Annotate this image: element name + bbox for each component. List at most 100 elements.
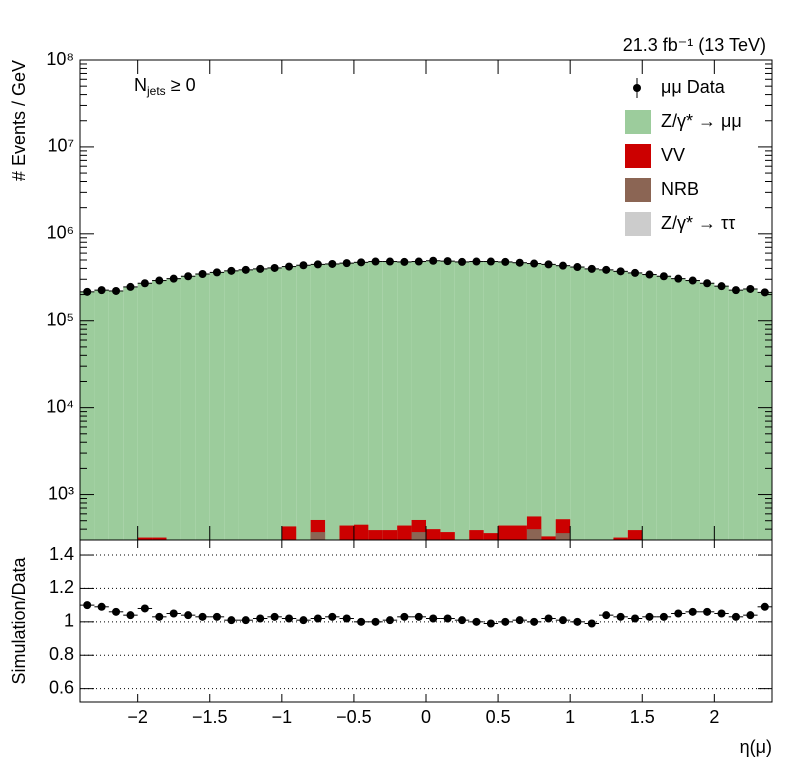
ratio-point [602,611,611,620]
data-point [155,276,164,285]
data-point [112,286,121,295]
ratio-point [645,612,654,621]
data-point [371,257,380,266]
bar [483,261,499,540]
bar [152,537,167,540]
axes: 10³ 10⁴ 10⁵ 10⁶ 10⁷ 10⁸ 0.6 0.8 1 1.2 1.4 −2 −1.5 −1 −… [46,49,773,727]
ratio-point [385,616,394,625]
data-point [616,267,625,276]
annotation: Njets ≥ 0 [134,75,196,98]
annotation-rest: ≥ 0 [166,75,196,95]
data-point [515,258,524,267]
ratio-point [357,617,366,626]
data-point [717,282,726,291]
ratio-point [616,612,625,621]
ratio-point [299,616,308,625]
ratio-point [270,612,279,621]
x-axis-title: η(μ) [740,737,772,757]
bar [368,530,383,540]
data-point [659,272,668,281]
data-point [270,263,279,272]
ratio-point [544,614,553,623]
data-point [198,269,207,278]
bar [382,261,398,540]
ratio-point [313,614,322,623]
y-tick-label: 1 [64,611,74,631]
y-tick-label: 0.8 [49,644,74,664]
bar [195,273,210,540]
frame [79,539,773,703]
x-tick-label: 0 [421,707,431,727]
data-point [602,265,611,274]
data-point [486,257,495,266]
data-point [746,284,755,293]
legend-swatch [625,144,651,168]
y-tick-label: 10⁴ [46,396,74,416]
x-tick-label: −0.5 [336,707,372,727]
ratio-point [198,612,207,621]
ratio-point [140,604,149,613]
ratio-point [429,614,438,623]
ratio-point [126,611,135,620]
data-point [645,270,654,279]
ratio-point [169,609,178,618]
bar [728,290,744,540]
legend-label: Z/γ* → ττ [661,213,735,233]
legend-swatch [625,110,651,134]
ratio-y-axis-title: Simulation/Data [9,556,29,684]
bar [469,530,484,540]
bar [253,268,268,540]
ratio-point [558,616,567,625]
ratio-point [731,612,740,621]
data-point [83,287,92,296]
annotation-main: N [134,75,147,95]
x-tick-label: 0.5 [486,707,511,727]
bar [526,529,542,540]
bar [267,267,282,540]
bar [397,261,412,540]
legend: μμ Data Z/γ* → μμ VV NRB Z/γ* → ττ [625,77,742,236]
data-point [760,288,769,297]
ratio-point [371,617,380,626]
bar [743,288,758,540]
ratio-point [458,616,467,625]
data-point [184,272,193,281]
data-point [227,266,236,275]
bar [498,525,513,540]
annotation-sub: jets [146,84,166,98]
ratio-point [515,616,524,625]
data-point [212,268,221,277]
bar [498,261,513,540]
bar [584,268,599,540]
bar [541,536,556,540]
data-point [443,257,452,266]
bar [541,264,556,540]
y-tick-label: 10⁵ [47,309,74,329]
data-point [285,262,294,271]
ratio-point [717,609,726,618]
bar [137,283,153,540]
ratio-point [703,607,712,616]
bar [440,261,455,540]
y-tick-label: 1.4 [49,544,74,564]
ratio-point [659,612,668,621]
bar [512,525,527,540]
x-tick-label: 1 [565,707,575,727]
bar [440,532,455,540]
data-point [414,257,423,266]
bar [426,529,441,540]
ratio-point [573,617,582,626]
bar [714,286,729,540]
y-tick-label: 10⁸ [46,49,74,69]
data-point [256,264,265,273]
bar [325,263,340,540]
data-point [400,257,409,266]
ratio-point [674,609,683,618]
bar [80,291,95,540]
ratio-point [443,614,452,623]
data-point [674,274,683,283]
data-point [429,256,438,265]
lumi-label: 21.3 fb⁻¹ (13 TeV) [623,35,766,55]
x-tick-label: −2 [127,707,148,727]
legend-label: NRB [661,179,699,199]
